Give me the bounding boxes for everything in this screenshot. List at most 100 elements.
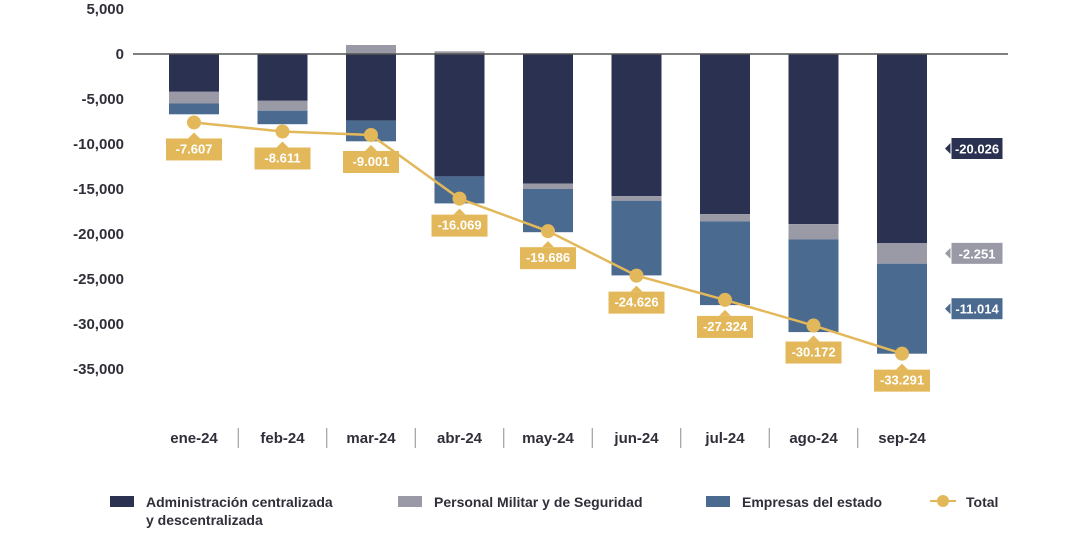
total-label-box [874,369,930,392]
stacked-bar-chart: 5,000 0 -5,000 -10,000 -15,000 -20,000 -25,000… [73,1,1008,448]
bar-segment [700,54,750,215]
bar-segment [257,100,308,111]
total-label-pointer [276,141,289,148]
legend-label-admin-line2: y descentralizada [146,512,263,528]
side-label-pointer [945,302,951,315]
bar-segment [877,54,927,243]
total-label-pointer [896,363,908,370]
legend-item-total: Total [930,493,998,511]
side-label-box [950,137,1004,160]
x-tick-label: abr-24 [437,430,483,447]
bar-segment [523,54,573,184]
side-label: -20.026 [955,142,999,157]
y-tick-label: -15,000 [73,181,124,198]
x-tick-label: ene-24 [170,430,218,447]
legend-item-admin: Administración centralizada y descentral… [110,493,333,529]
y-tick-label: 5,000 [86,1,124,18]
total-label: -8.611 [264,150,300,165]
y-tick-label: -35,000 [73,361,124,378]
bar-segment [346,54,396,121]
legend-label-admin: Administración centralizada y descentral… [146,493,333,529]
y-tick-label: -30,000 [73,316,124,333]
x-tick-label: ago-24 [789,430,838,447]
bar-segment [611,200,662,276]
bar-segment [523,183,573,189]
legend-item-militar: Personal Militar y de Seguridad [398,493,643,511]
total-point [187,115,201,130]
total-label: -27.324 [703,319,748,334]
y-tick-label: -20,000 [73,226,124,243]
total-point [364,128,378,143]
bar-segment [788,54,839,225]
y-tick-label: 0 [116,46,124,63]
bar-segment [877,243,927,264]
total-label-box [254,147,311,170]
side-label: -11.014 [955,302,999,317]
total-point [275,124,290,139]
bar-segment [434,54,485,177]
total-label-pointer [365,145,377,152]
y-tick-label: -10,000 [73,136,124,153]
total-label: -7.607 [176,141,213,156]
legend-swatch-empresas [706,496,730,507]
bar-segment [611,54,662,197]
x-tick-label: sep-24 [878,430,926,447]
bar-segment [611,196,662,201]
chart-legend: Administración centralizada y descentral… [0,488,1079,533]
total-label-box [431,214,488,237]
bar-segment [169,103,219,115]
total-label-box [785,341,842,364]
side-label-box [950,297,1004,321]
bar-segment [877,263,927,354]
total-label: -24.626 [614,295,658,310]
side-label: -2.251 [959,246,996,261]
legend-label-total: Total [966,494,999,510]
bar-segment [257,110,308,125]
bar-segment [700,214,750,222]
total-point [541,224,555,239]
bar-segment [169,91,219,104]
legend-swatch-admin [110,496,134,507]
side-label-pointer [945,142,951,155]
legend-item-empresas: Empresas del estado [706,493,882,511]
total-label-pointer [719,309,731,316]
y-tick-label: -5,000 [81,91,124,108]
bar-segment [434,51,485,54]
total-label: -19.686 [526,250,570,265]
bar-segment [346,45,396,54]
bar-segment [169,54,219,92]
total-label-pointer [630,285,643,292]
total-label: -16.069 [437,218,481,233]
x-tick-label: jun-24 [613,430,659,447]
total-label-box [608,291,665,314]
side-label-box [950,241,1004,265]
side-label-pointer [945,247,951,260]
total-label-pointer [807,335,820,342]
bar-segment [257,54,308,101]
total-point [629,268,644,283]
total-label-pointer [542,241,554,248]
x-tick-label: mar-24 [346,430,396,447]
total-label: -33.291 [880,373,924,388]
total-label-box [520,247,576,270]
total-label-box [697,315,753,338]
total-point [895,346,909,361]
y-tick-label: -25,000 [73,271,124,288]
total-label-pointer [188,132,200,139]
bar-segment [788,224,839,240]
legend-label-militar: Personal Militar y de Seguridad [434,494,643,510]
bar-segment [788,239,839,333]
legend-swatch-militar [398,496,422,507]
legend-label-empresas: Empresas del estado [742,494,883,510]
total-label-box [166,138,222,161]
bar-segment [700,221,750,306]
total-point [452,191,467,206]
legend-label-admin-line1: Administración centralizada [146,494,333,510]
total-label: -9.001 [353,154,390,169]
legend-line-total [930,493,956,509]
x-tick-label: jul-24 [704,430,745,447]
x-tick-label: feb-24 [260,430,305,447]
total-label-pointer [453,208,466,215]
total-label: -30.172 [791,345,835,360]
x-tick-label: may-24 [522,430,574,447]
